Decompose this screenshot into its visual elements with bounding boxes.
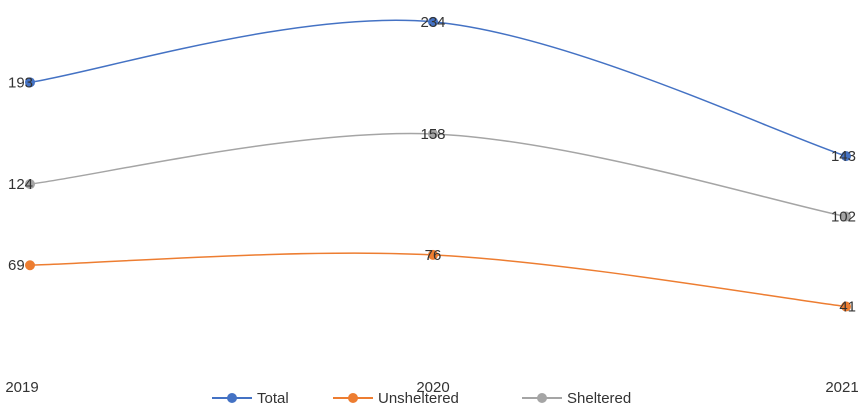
legend-label-sheltered: Sheltered — [567, 390, 631, 407]
data-point-unsheltered-2021 — [841, 301, 851, 312]
series-line-sheltered — [29, 132, 847, 218]
data-point-total-2020 — [428, 16, 438, 27]
legend: Total Unsheltered Sheltered — [212, 390, 631, 407]
x-tick-label-2019: 2019 — [5, 379, 38, 396]
legend-swatch-marker — [227, 393, 237, 403]
data-label-unsheltered-2019: 69 — [8, 257, 25, 274]
data-point-sheltered-2019 — [25, 179, 35, 190]
data-label-sheltered-2020: 158 — [420, 126, 445, 143]
legend-label-total: Total — [257, 390, 289, 407]
legend-item-sheltered: Sheltered — [522, 390, 631, 407]
data-point-unsheltered-2020 — [428, 249, 438, 260]
data-point-total-2021 — [841, 151, 851, 162]
x-tick-label-2021: 2021 — [825, 379, 858, 396]
x-tick-label-2020: 2020 — [416, 379, 449, 396]
legend-item-unsheltered: Unsheltered — [333, 390, 459, 407]
data-label-sheltered-2021: 102 — [831, 209, 856, 226]
series-markers — [25, 16, 851, 312]
data-point-total-2019 — [25, 77, 35, 88]
data-label-total-2021: 143 — [831, 148, 856, 165]
legend-item-total: Total — [212, 390, 289, 407]
legend-swatch-marker — [537, 393, 547, 403]
data-point-sheltered-2020 — [428, 128, 438, 139]
data-label-unsheltered-2020: 76 — [425, 247, 442, 264]
legend-swatch-marker — [348, 393, 358, 403]
data-label-total-2020: 234 — [420, 14, 445, 31]
data-label-total-2019: 193 — [8, 74, 33, 91]
data-label-unsheltered-2021: 41 — [839, 299, 856, 316]
data-label-sheltered-2019: 124 — [8, 176, 33, 193]
data-labels: 193 234 143 69 76 41 124 158 102 — [8, 14, 856, 316]
data-point-unsheltered-2019 — [25, 260, 35, 271]
legend-label-unsheltered: Unsheltered — [378, 390, 459, 407]
x-axis: 2019 2020 2021 — [5, 379, 858, 396]
data-point-sheltered-2021 — [841, 211, 851, 222]
